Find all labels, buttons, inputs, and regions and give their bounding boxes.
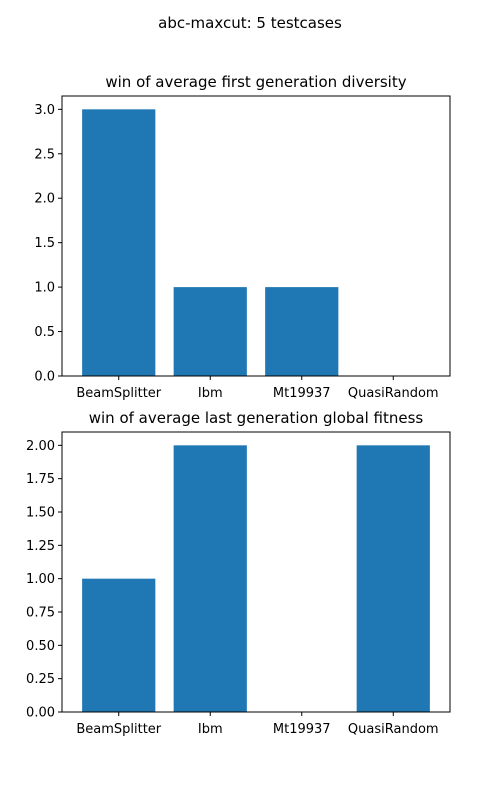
x-tick-label-beamsplitter: BeamSplitter (76, 722, 161, 737)
y-tick-label: 0.00 (26, 706, 55, 721)
figure-suptitle: abc-maxcut: 5 testcases (158, 14, 342, 32)
y-tick-label: 2.0 (34, 192, 55, 207)
x-tick-label-ibm: Ibm (198, 722, 223, 737)
bar-ibm (173, 445, 247, 712)
bar-beamsplitter (82, 578, 156, 712)
x-tick-label-mt19937: Mt19937 (273, 722, 331, 737)
x-tick-label-beamsplitter: BeamSplitter (76, 386, 161, 401)
y-tick-label: 0.0 (34, 370, 55, 385)
y-tick-label: 1.00 (26, 572, 55, 587)
x-tick-label-mt19937: Mt19937 (273, 386, 331, 401)
chart-last-generation-global-fitness: win of average last generation global fi… (26, 409, 451, 737)
x-tick-label-quasirandom: QuasiRandom (348, 722, 439, 737)
bar-ibm (173, 287, 247, 376)
y-tick-label: 1.75 (26, 472, 55, 487)
y-tick-label: 2.00 (26, 439, 55, 454)
y-tick-label: 0.50 (26, 639, 55, 654)
bar-quasirandom (356, 445, 430, 712)
y-tick-label: 3.0 (34, 103, 55, 118)
bar-beamsplitter (82, 109, 156, 376)
y-tick-label: 0.25 (26, 672, 55, 687)
x-tick-label-ibm: Ibm (198, 386, 223, 401)
axes-frame (61, 95, 451, 377)
bar-mt19937 (265, 287, 339, 376)
y-tick-label: 0.5 (34, 325, 55, 340)
x-tick-label-quasirandom: QuasiRandom (348, 386, 439, 401)
chart-title: win of average last generation global fi… (89, 409, 424, 427)
chart-first-generation-diversity: win of average first generation diversit… (34, 73, 451, 401)
y-tick-label: 1.0 (34, 281, 55, 296)
y-tick-label: 1.25 (26, 539, 55, 554)
chart-title: win of average first generation diversit… (105, 73, 406, 91)
y-tick-label: 2.5 (34, 147, 55, 162)
axes-frame (61, 431, 451, 713)
y-tick-label: 0.75 (26, 606, 55, 621)
y-tick-label: 1.5 (34, 236, 55, 251)
y-tick-label: 1.50 (26, 506, 55, 521)
